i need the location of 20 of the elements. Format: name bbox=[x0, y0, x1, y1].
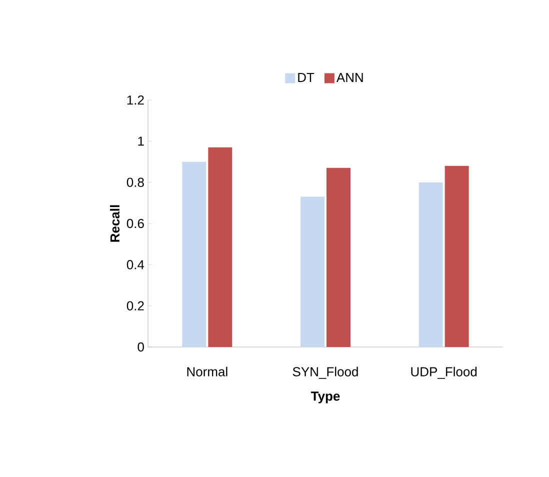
bar bbox=[182, 162, 206, 347]
x-tick-label: SYN_Flood bbox=[292, 366, 358, 379]
y-tick-label: 1.2 bbox=[127, 95, 144, 105]
bar bbox=[418, 182, 443, 347]
bar bbox=[326, 168, 350, 347]
y-tick-label: 0.2 bbox=[126, 301, 144, 310]
bar bbox=[208, 147, 232, 347]
y-tick-label: 0.4 bbox=[126, 260, 144, 270]
x-tick-label: UDP_Flood bbox=[411, 366, 477, 379]
y-tick-label: 1 bbox=[138, 136, 144, 146]
y-tick-label: 0.6 bbox=[126, 218, 144, 228]
y-axis-title: Recall bbox=[110, 205, 120, 242]
x-axis-title: Type bbox=[310, 392, 340, 404]
y-tick-label: 0.8 bbox=[126, 178, 144, 187]
bar bbox=[300, 196, 324, 347]
y-tick-label: 0 bbox=[138, 342, 144, 352]
x-tick-label: Normal bbox=[187, 366, 228, 376]
legend-label: ANN bbox=[336, 73, 363, 82]
bar bbox=[444, 166, 469, 347]
legend-label: DT bbox=[298, 73, 314, 82]
